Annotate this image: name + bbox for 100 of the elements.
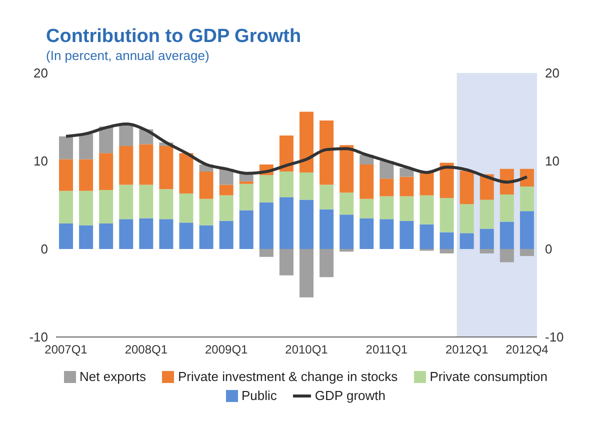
bar — [219, 195, 234, 221]
bar — [520, 211, 534, 249]
bar — [480, 249, 494, 254]
bar — [279, 172, 294, 198]
legend-label: Private consumption — [430, 369, 548, 384]
bar — [59, 136, 74, 160]
bar — [59, 159, 74, 191]
bar — [139, 184, 154, 218]
bar — [199, 225, 214, 249]
bar — [520, 186, 534, 212]
bar — [99, 223, 114, 249]
bar — [520, 168, 534, 187]
bar — [300, 172, 314, 200]
bar — [440, 249, 454, 254]
bar — [380, 219, 394, 249]
chart-title: Contribution to GDP Growth — [45, 25, 302, 48]
bar — [420, 195, 434, 224]
bar — [420, 224, 434, 249]
bar — [239, 210, 254, 249]
line-series — [64, 122, 528, 184]
bar — [139, 218, 154, 249]
bar — [400, 220, 414, 249]
bar — [219, 184, 234, 196]
bar — [400, 196, 414, 221]
bar — [259, 175, 274, 202]
bar — [360, 198, 374, 218]
bar — [340, 192, 354, 215]
y-tick-label: 20 — [34, 66, 48, 81]
bar — [199, 172, 214, 199]
bar — [460, 233, 474, 249]
bar — [179, 153, 194, 194]
y2-tick-label: 0 — [545, 242, 552, 257]
bar — [400, 176, 414, 196]
bar — [219, 220, 234, 249]
bar — [380, 161, 394, 179]
bar — [99, 126, 114, 154]
bar — [99, 190, 114, 224]
bar — [179, 194, 194, 223]
x-tick-label: 2007Q1 — [44, 342, 88, 357]
y-tick-label: 10 — [34, 154, 48, 169]
bar — [500, 194, 514, 222]
bar — [119, 219, 134, 249]
bar — [59, 223, 74, 249]
bar — [239, 184, 254, 210]
bar — [279, 249, 294, 276]
bar — [279, 197, 294, 249]
bar — [79, 159, 94, 191]
bar — [360, 218, 374, 249]
x-tick-label: 2011Q1 — [366, 342, 408, 357]
bar — [99, 153, 114, 190]
bar — [340, 214, 354, 249]
bar — [420, 172, 434, 196]
bar — [239, 181, 254, 184]
x-tick-label: 2012Q4 — [506, 342, 549, 357]
bar — [79, 190, 94, 226]
x-tick-label: 2009Q1 — [205, 342, 248, 357]
legend-label: Public — [242, 388, 277, 403]
bar — [259, 202, 274, 249]
bar — [480, 200, 494, 229]
bar — [460, 170, 474, 204]
x-tick-label: 2008Q1 — [124, 342, 168, 357]
bar — [259, 249, 274, 257]
bar — [360, 164, 374, 199]
bar — [380, 178, 394, 196]
bar — [119, 184, 134, 220]
bar — [159, 189, 174, 220]
bar — [139, 144, 154, 185]
x-tick-label: 2012Q1 — [446, 342, 489, 357]
bar — [59, 190, 74, 224]
bar — [300, 249, 314, 298]
y2-tick-label: -10 — [545, 330, 564, 345]
y-tick-label: -10 — [29, 330, 48, 345]
bar — [79, 225, 94, 249]
bar — [320, 120, 334, 185]
bar — [440, 198, 454, 232]
chart-subtitle: (In percent, annual average) — [45, 48, 210, 63]
bar — [380, 196, 394, 220]
legend-label: GDP growth — [314, 388, 386, 403]
bar — [440, 232, 454, 249]
bar — [340, 145, 354, 193]
bar — [159, 146, 174, 190]
bar — [500, 222, 514, 249]
y2-tick-label: 10 — [545, 154, 560, 169]
bar — [340, 249, 354, 252]
bar — [159, 219, 174, 249]
bar — [179, 222, 194, 249]
legend-label: Private investment & change in stocks — [178, 369, 398, 384]
bar — [119, 146, 134, 185]
bar — [480, 228, 494, 249]
y2-tick-label: 20 — [545, 66, 560, 81]
x-tick-label: 2010Q1 — [285, 342, 328, 357]
bar — [79, 134, 94, 160]
bar — [320, 249, 334, 278]
bar — [199, 198, 214, 226]
y-tick-label: 0 — [40, 242, 48, 257]
bar — [300, 200, 314, 249]
bar — [320, 184, 334, 210]
bar — [460, 204, 474, 234]
legend-label: Net exports — [80, 369, 146, 384]
bar — [320, 209, 334, 249]
